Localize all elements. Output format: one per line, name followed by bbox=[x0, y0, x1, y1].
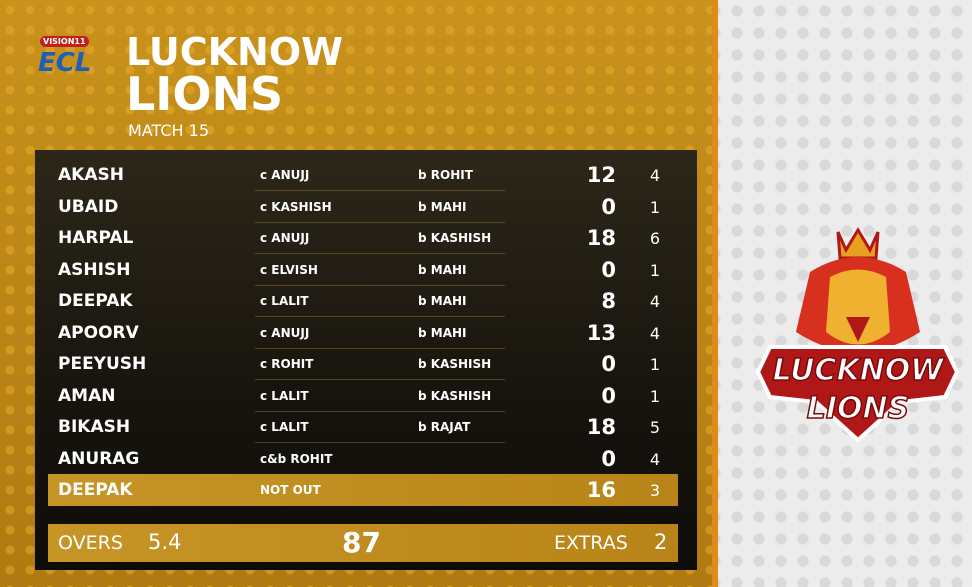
bowler: b KASHISH bbox=[418, 231, 492, 245]
batter: APOORV bbox=[58, 322, 139, 343]
runs: 18 bbox=[586, 415, 616, 439]
extras-label: EXTRAS bbox=[554, 532, 628, 554]
runs: 0 bbox=[601, 352, 616, 376]
balls: 6 bbox=[649, 229, 661, 248]
batter: AMAN bbox=[58, 385, 116, 406]
dismissal: c KASHISH bbox=[260, 199, 332, 214]
batter: DEEPAK bbox=[58, 291, 133, 311]
emblem-line1: LUCKNOW bbox=[773, 353, 946, 388]
subtitle: MATCH 15 bbox=[128, 121, 209, 140]
bowler: b RAJAT bbox=[418, 420, 471, 434]
row-separator bbox=[255, 253, 505, 254]
dismissal: c ANUJJ bbox=[260, 168, 310, 182]
batter: ASHISH bbox=[58, 259, 131, 280]
row-separator bbox=[255, 284, 505, 286]
crown bbox=[836, 227, 880, 260]
runs: 0 bbox=[601, 446, 616, 471]
balls: 1 bbox=[649, 260, 661, 280]
batter: PEEYUSH bbox=[58, 354, 147, 374]
balls: 4 bbox=[649, 323, 661, 343]
bowler: b KASHISH bbox=[418, 357, 492, 371]
row-separator bbox=[255, 379, 505, 380]
row-separator bbox=[255, 347, 505, 349]
bowler: b MAHI bbox=[418, 262, 467, 277]
banner bbox=[755, 345, 960, 443]
highlight-row bbox=[48, 474, 678, 506]
balls: 4 bbox=[649, 292, 661, 311]
dismissal: c&b ROHIT bbox=[260, 451, 333, 466]
batter: AKASH bbox=[58, 165, 124, 185]
batter: DEEPAK bbox=[58, 480, 133, 500]
lion-nose bbox=[846, 317, 870, 342]
dismissal: c ROHIT bbox=[260, 357, 314, 371]
runs: 8 bbox=[601, 289, 616, 313]
balls: 1 bbox=[649, 386, 661, 406]
dismissal: c LALIT bbox=[260, 420, 309, 434]
runs: 0 bbox=[601, 257, 616, 282]
dismissal: NOT OUT bbox=[260, 483, 321, 497]
lion-face bbox=[826, 269, 890, 345]
bowler: b KASHISH bbox=[418, 388, 492, 403]
emblem: LUCKNOW LIONS bbox=[755, 227, 960, 443]
dismissal: c ELVISH bbox=[260, 262, 318, 277]
batter: ANURAG bbox=[58, 448, 140, 469]
runs: 0 bbox=[601, 383, 616, 408]
balls: 5 bbox=[649, 418, 661, 437]
footer-bar bbox=[48, 524, 678, 562]
balls: 4 bbox=[649, 449, 661, 469]
runs: 12 bbox=[586, 163, 616, 187]
total: 87 bbox=[342, 526, 381, 559]
row-separator bbox=[255, 190, 505, 191]
dismissal: c ANUJJ bbox=[260, 231, 310, 245]
dismissal: c LALIT bbox=[260, 294, 309, 308]
runs: 18 bbox=[586, 226, 616, 250]
extras: 2 bbox=[654, 530, 668, 554]
league: ECL bbox=[38, 48, 92, 78]
panel-edge bbox=[712, 0, 718, 587]
bowler: b MAHI bbox=[418, 325, 467, 340]
bowler: b ROHIT bbox=[418, 168, 473, 182]
row-separator bbox=[255, 442, 505, 443]
overs: 5.4 bbox=[148, 530, 182, 554]
balls: 1 bbox=[649, 355, 661, 374]
dismissal: c ANUJJ bbox=[260, 325, 310, 340]
runs: 16 bbox=[586, 478, 616, 502]
title-line2: LIONS bbox=[126, 67, 284, 121]
title-line1: LUCKNOW bbox=[126, 30, 344, 74]
batter: HARPAL bbox=[58, 228, 134, 248]
balls: 1 bbox=[649, 197, 661, 217]
brand: VISION11 bbox=[40, 36, 89, 47]
row-separator bbox=[255, 221, 505, 223]
dismissal: c LALIT bbox=[260, 388, 309, 403]
balls: 3 bbox=[649, 481, 661, 500]
batter: UBAID bbox=[58, 196, 119, 217]
emblem-line2: LIONS bbox=[807, 391, 910, 426]
runs: 13 bbox=[586, 320, 616, 345]
row-separator bbox=[255, 410, 505, 412]
batter: BIKASH bbox=[58, 417, 131, 437]
row-separator bbox=[255, 316, 505, 317]
overs-label: OVERS bbox=[58, 532, 123, 554]
runs: 0 bbox=[601, 194, 616, 219]
balls: 4 bbox=[649, 166, 661, 185]
bowler: b MAHI bbox=[418, 199, 467, 214]
bowler: b MAHI bbox=[418, 294, 467, 308]
